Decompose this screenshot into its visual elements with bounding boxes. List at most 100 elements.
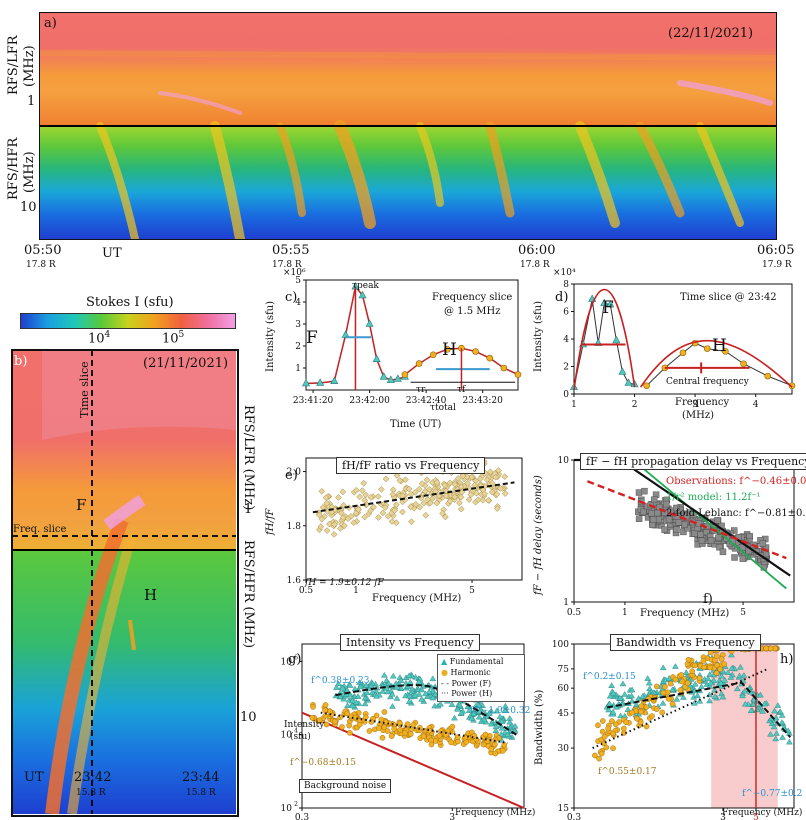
panel-g-point-H <box>397 726 404 733</box>
panel-h-point-H <box>692 662 698 669</box>
panel-e-point <box>485 496 492 504</box>
panel-e-label: e) <box>285 468 298 483</box>
panel-e-point <box>420 499 428 507</box>
panel-d-H: H <box>712 336 727 356</box>
panel-h-point-F <box>711 693 719 699</box>
panel-b-date: (21/11/2021) <box>143 356 229 371</box>
panel-d-xtick-label: 4 <box>753 400 759 410</box>
panel-h-point-F <box>609 708 617 715</box>
panel-g-point-F <box>481 716 488 722</box>
panel-h-point-F <box>617 712 624 719</box>
panel-h-point-F <box>786 738 793 745</box>
panel-e-point <box>412 500 420 508</box>
panel-d-xlabel-2: (MHz) <box>682 410 715 421</box>
panel-g-ylabel-2: (sfu) <box>290 732 311 742</box>
panel-e-point <box>341 522 348 530</box>
panel-f-point <box>690 511 697 519</box>
panel-e-point <box>335 494 342 501</box>
panel-h-point-H <box>638 719 644 725</box>
panel-g-point-F <box>506 718 514 725</box>
panel-e-point <box>339 488 347 496</box>
panel-f-point <box>680 528 687 536</box>
panel-d-label: d) <box>555 290 569 305</box>
panel-d-point-F <box>618 367 627 375</box>
panel-f-point <box>649 521 656 529</box>
panel-g-point-H <box>420 733 427 740</box>
panel-h-point-H <box>598 750 605 757</box>
panel-h-point-F <box>728 651 735 658</box>
panel-h-point-F <box>619 680 627 687</box>
panel-g-point-F <box>429 675 437 682</box>
panel-e-point <box>396 477 404 484</box>
panel-d-central: Central frequency <box>666 377 749 387</box>
panel-b-ytick-10: 10 <box>240 710 257 725</box>
panel-f-point <box>716 544 723 551</box>
panel-e-point <box>367 494 375 501</box>
panel-e-point <box>439 510 446 517</box>
panel-c-point-H <box>514 371 522 378</box>
panel-c-point-H <box>472 348 479 355</box>
panel-e-ylabel: fH/fF <box>265 508 276 535</box>
panel-g-point-F <box>424 693 431 700</box>
panel-f-point <box>665 516 673 523</box>
panel-g-point-F <box>504 731 512 738</box>
panel-g-point-F <box>406 692 413 699</box>
panel-d-scale: ×10⁴ <box>553 268 576 278</box>
panel-g-point-F <box>397 677 405 683</box>
panel-g-fit-F <box>335 684 517 736</box>
panel-g-point-F <box>349 702 356 709</box>
panel-g-point-F <box>361 694 369 701</box>
panel-g-point-F <box>334 680 342 687</box>
panel-f-xtick-label: 5 <box>740 608 746 618</box>
panel-e-point <box>465 496 473 503</box>
panel-h-ytick-label: 45 <box>558 709 570 719</box>
panel-h-point-F <box>771 707 778 714</box>
panel-g-point-H <box>388 733 395 739</box>
panel-f-ytick-label: 1 <box>563 598 569 608</box>
panel-a-xtick-3: 06:05 <box>757 243 795 258</box>
panel-c-ytick-label: 4 <box>295 298 301 308</box>
panel-e-point <box>361 513 369 521</box>
panel-g-point-F <box>384 688 391 695</box>
panel-h-point-F <box>644 675 652 681</box>
panel-h-point-F <box>761 700 769 707</box>
panel-g-point-F <box>497 730 505 737</box>
panel-f-point <box>759 540 767 547</box>
panel-h-point-H <box>669 701 676 707</box>
panel-h-ytick-label: 100 <box>552 640 569 650</box>
panel-g-point-H <box>482 731 489 738</box>
panel-e-point <box>402 476 409 484</box>
panel-g-point-H <box>373 712 380 719</box>
panel-g-point-F <box>437 700 444 707</box>
panel-d-point-F <box>612 335 621 344</box>
panel-h-point-H <box>717 666 724 673</box>
panel-f-xtick-label: 0.5 <box>567 608 582 618</box>
panel-c-tau-r: τr <box>416 385 426 395</box>
panel-h-point-F <box>736 672 743 679</box>
panel-f-point <box>650 496 658 503</box>
panel-h-point-F <box>767 731 774 737</box>
panel-h-chart: 15 30 45 60 75 100 0.3 3 5 <box>552 640 795 820</box>
panel-c-chart: 1 2 3 4 5 23:41:20 23:42:00 23:42:40 23:43:20 <box>293 276 522 406</box>
panel-a-xtick-2: 06:00 <box>518 243 556 258</box>
panel-b-xdist-0: 15.8 R <box>76 788 106 798</box>
panel-d-point-F <box>600 298 609 307</box>
panel-a-xdist-0: 17.8 R <box>26 260 56 270</box>
panel-h-point-H <box>662 683 668 690</box>
panel-g-point-F <box>356 679 363 685</box>
panel-g-point-F <box>418 695 426 702</box>
panel-a-ylabel-hfr: RFS/HFR <box>6 137 21 200</box>
panel-g-point-H <box>322 702 329 708</box>
panel-e-xtick-label: 1 <box>353 586 359 596</box>
panel-a-xtick-1: 05:55 <box>272 243 310 258</box>
panel-g-point-F <box>344 702 351 708</box>
panel-e-point <box>456 499 463 507</box>
panel-b-ylabel-hfr: RFS/HFR (MHz) <box>241 540 256 649</box>
panel-h-point-F <box>613 703 620 710</box>
panel-h-fit-F <box>606 681 792 738</box>
panel-e-point <box>367 507 374 515</box>
panel-e-point <box>433 479 441 486</box>
panel-e-point <box>467 491 475 499</box>
panel-e-title: fH/fF ratio vs Frequency <box>336 457 486 474</box>
panel-f-point <box>684 525 691 532</box>
